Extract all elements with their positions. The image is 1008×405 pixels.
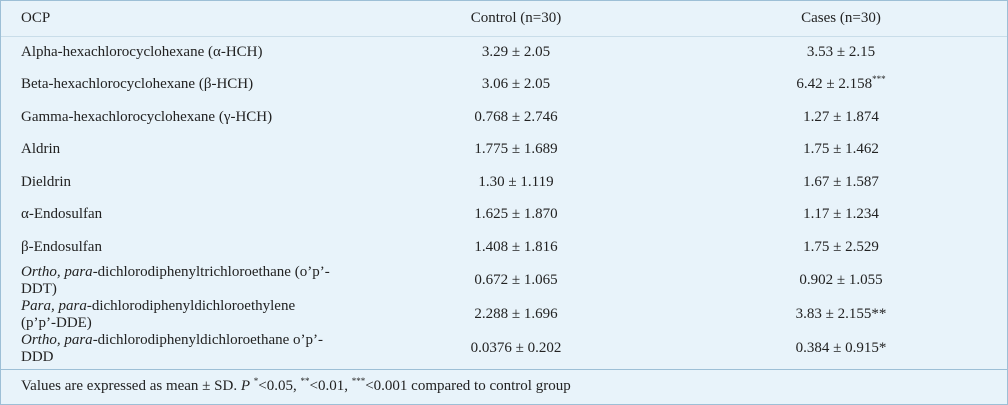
row-name: Beta-hexachlorocyclohexane (β-HCH) — [21, 76, 254, 93]
row-cases: 0.902 ± 1.055 — [799, 272, 883, 288]
row-cases: 1.27 ± 1.874 — [803, 108, 879, 125]
row-cases: 0.384 ± 0.915* — [795, 340, 887, 356]
row-control: 3.06 ± 2.05 — [481, 76, 551, 93]
table-row: Ortho, para-dichlorodiphenyltrichloroeth… — [1, 263, 1007, 298]
row-cases: 6.42 ± 2.158*** — [691, 69, 1007, 102]
row-name: Alpha-hexachlorocyclohexane (α-HCH) — [21, 44, 263, 60]
row-cases: 1.67 ± 1.587 — [803, 173, 879, 190]
row-name: Ortho, para-dichlorodiphenyltrichloroeth… — [1, 264, 333, 298]
row-cases: 3.53 ± 2.15 — [806, 44, 876, 60]
footnote-p: P — [240, 378, 251, 394]
table-row: Aldrin 1.775 ± 1.689 1.75 ± 1.462 — [1, 133, 1007, 166]
footnote-text-3: <0.001 compared to control group — [365, 378, 571, 394]
footnote-mark-3: *** — [351, 376, 366, 386]
table-row: Para, para-dichlorodiphenyldichloroethyl… — [1, 298, 1007, 332]
table-row: β-Endosulfan 1.408 ± 1.816 1.75 ± 2.529 — [1, 231, 1007, 264]
table-row: α-Endosulfan 1.625 ± 1.870 1.17 ± 1.234 — [1, 198, 1007, 231]
row-name: Para, para-dichlorodiphenyldichloroethyl… — [1, 298, 333, 332]
row-control: 0.0376 ± 0.202 — [470, 340, 562, 356]
footnote-mark-1: * — [253, 376, 259, 386]
significance-mark: *** — [872, 74, 886, 85]
table-row: Alpha-hexachlorocyclohexane (α-HCH) 3.29… — [1, 36, 1007, 69]
footnote-mark-2: ** — [300, 376, 310, 386]
row-control: 1.408 ± 1.816 — [474, 238, 558, 255]
table-row: Ortho, para-dichlorodiphenyldichloroetha… — [1, 331, 1007, 366]
header-control: Control (n=30) — [333, 1, 691, 37]
row-control: 2.288 ± 1.696 — [474, 306, 558, 322]
row-name-rest: -dichlorodiphenyltrichloroethane (o’p’-D… — [21, 263, 330, 297]
table-row: Gamma-hexachlorocyclohexane (γ-HCH) 0.76… — [1, 101, 1007, 134]
row-name-italic: Para, para — [21, 297, 87, 314]
header-ocp: OCP — [1, 1, 333, 37]
row-name-rest: -dichlorodiphenyldichloroethane o’p’-DDD — [21, 331, 324, 365]
row-control: 1.775 ± 1.689 — [474, 141, 558, 158]
footnote-prefix: Values are expressed as mean ± SD. — [21, 378, 241, 394]
ocp-table: OCP Control (n=30) Cases (n=30) Alpha-he… — [1, 1, 1007, 366]
table-row: Dieldrin 1.30 ± 1.119 1.67 ± 1.587 — [1, 166, 1007, 199]
row-name: α-Endosulfan — [21, 206, 103, 223]
row-control: 1.625 ± 1.870 — [474, 206, 558, 223]
row-control: 0.672 ± 1.065 — [474, 272, 558, 288]
row-name: Dieldrin — [21, 173, 71, 190]
table-row: Beta-hexachlorocyclohexane (β-HCH) 3.06 … — [1, 68, 1007, 102]
header-cases: Cases (n=30) — [691, 1, 1007, 37]
row-name: β-Endosulfan — [21, 238, 102, 255]
row-cases-value: 6.42 ± 2.158 — [796, 76, 873, 93]
footnote-text-1: <0.05, — [258, 378, 301, 394]
row-control: 0.768 ± 2.746 — [474, 108, 558, 125]
row-cases: 3.83 ± 2.155** — [795, 306, 887, 322]
row-cases: 1.75 ± 1.462 — [803, 141, 879, 158]
row-name: Ortho, para-dichlorodiphenyldichloroetha… — [1, 332, 333, 366]
row-name-italic: Ortho, para — [21, 331, 93, 348]
row-name-rest: -dichlorodiphenyldichloroethylene (p’p’-… — [21, 297, 296, 331]
row-name: Aldrin — [21, 141, 61, 158]
row-cases: 1.75 ± 2.529 — [803, 238, 879, 255]
row-control: 1.30 ± 1.119 — [478, 173, 554, 190]
row-cases: 1.17 ± 1.234 — [803, 206, 879, 223]
table-footnote: Values are expressed as mean ± SD. P *<0… — [1, 369, 1007, 404]
row-control: 3.29 ± 2.05 — [481, 44, 551, 60]
row-name: Gamma-hexachlorocyclohexane (γ-HCH) — [21, 108, 273, 125]
table-header-row: OCP Control (n=30) Cases (n=30) — [1, 1, 1007, 37]
footnote-text-2: <0.01, — [309, 378, 352, 394]
row-name-italic: Ortho, para — [21, 263, 93, 280]
